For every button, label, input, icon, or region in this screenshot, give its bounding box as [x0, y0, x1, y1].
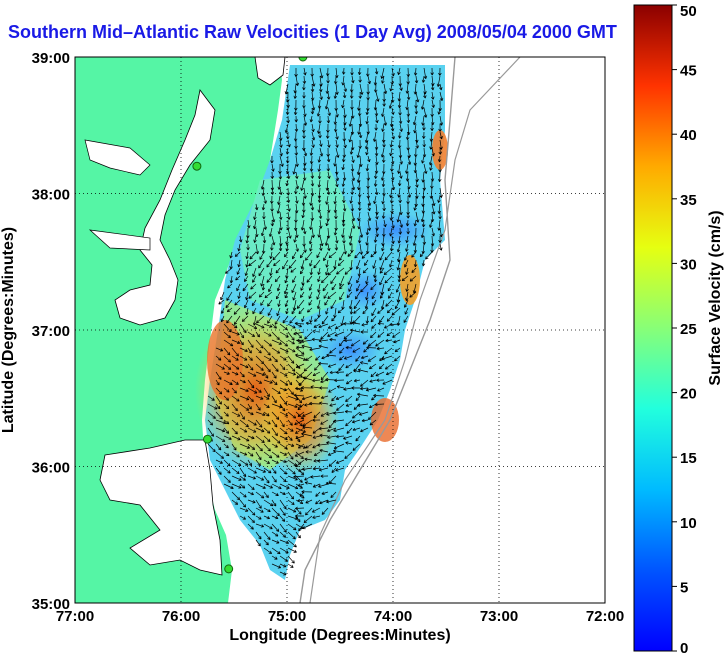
x-tick-label: 77:00	[56, 608, 94, 625]
pamlico-sound	[99, 439, 223, 576]
map-title: Southern Mid–Atlantic Raw Velocities (1 …	[8, 22, 617, 42]
y-axis-label: Latitude (Degrees:Minutes)	[0, 227, 17, 433]
colorbar-tick-label: 30	[680, 256, 697, 273]
y-tick-label: 38:00	[32, 187, 70, 204]
velocity-zone-mid	[240, 170, 360, 320]
delaware-bay	[254, 57, 286, 86]
colorbar-tick-label: 10	[680, 515, 697, 532]
x-tick-label: 74:00	[374, 608, 412, 625]
radar-station-marker	[192, 161, 202, 171]
bathymetry-contour	[299, 57, 456, 603]
colorbar-tick-label: 5	[680, 579, 688, 596]
x-axis-label: Longitude (Degrees:Minutes)	[229, 627, 450, 644]
x-tick-label: 72:00	[586, 608, 624, 625]
y-tick-label: 36:00	[32, 460, 70, 477]
colorbar-tick-label: 40	[680, 127, 697, 144]
map-frame	[74, 56, 606, 604]
radar-station-marker	[203, 434, 212, 444]
radar-station-marker	[298, 57, 308, 62]
y-tick-label: 35:00	[32, 596, 70, 613]
x-tick-label: 73:00	[480, 608, 518, 625]
velocity-arrows	[207, 67, 444, 576]
potomac-river	[84, 139, 151, 176]
colorbar-tick-label: 20	[680, 386, 697, 403]
colorbar-tick-label: 0	[680, 640, 688, 657]
chesapeake-bay	[114, 89, 216, 326]
york-river	[88, 229, 151, 251]
colorbar-tick-label: 50	[680, 3, 697, 20]
x-tick-label: 76:00	[162, 608, 200, 625]
colorbar	[633, 4, 673, 652]
y-tick-label: 37:00	[32, 323, 70, 340]
colorbar-tick-label: 45	[680, 63, 697, 80]
y-tick-label: 39:00	[32, 50, 70, 67]
colorbar-tick-label: 25	[680, 321, 697, 338]
x-axis-ticks: 77:00 76:00 75:00 74:00 73:00 72:00	[56, 608, 624, 625]
y-axis-ticks: 39:00 38:00 37:00 36:00 35:00	[32, 50, 70, 613]
bathymetry-contour-2	[309, 57, 521, 603]
x-tick-label: 75:00	[268, 608, 306, 625]
colorbar-tick-label: 35	[680, 192, 697, 209]
radar-station-marker	[224, 564, 234, 574]
velocity-vectors	[207, 67, 444, 576]
colorbar-tick-label: 15	[680, 450, 697, 467]
radar-stations	[192, 57, 308, 574]
map-grid	[75, 57, 605, 603]
colorbar-label: Surface Velocity (cm/s)	[707, 210, 724, 385]
low-velocity-zone	[360, 212, 430, 248]
